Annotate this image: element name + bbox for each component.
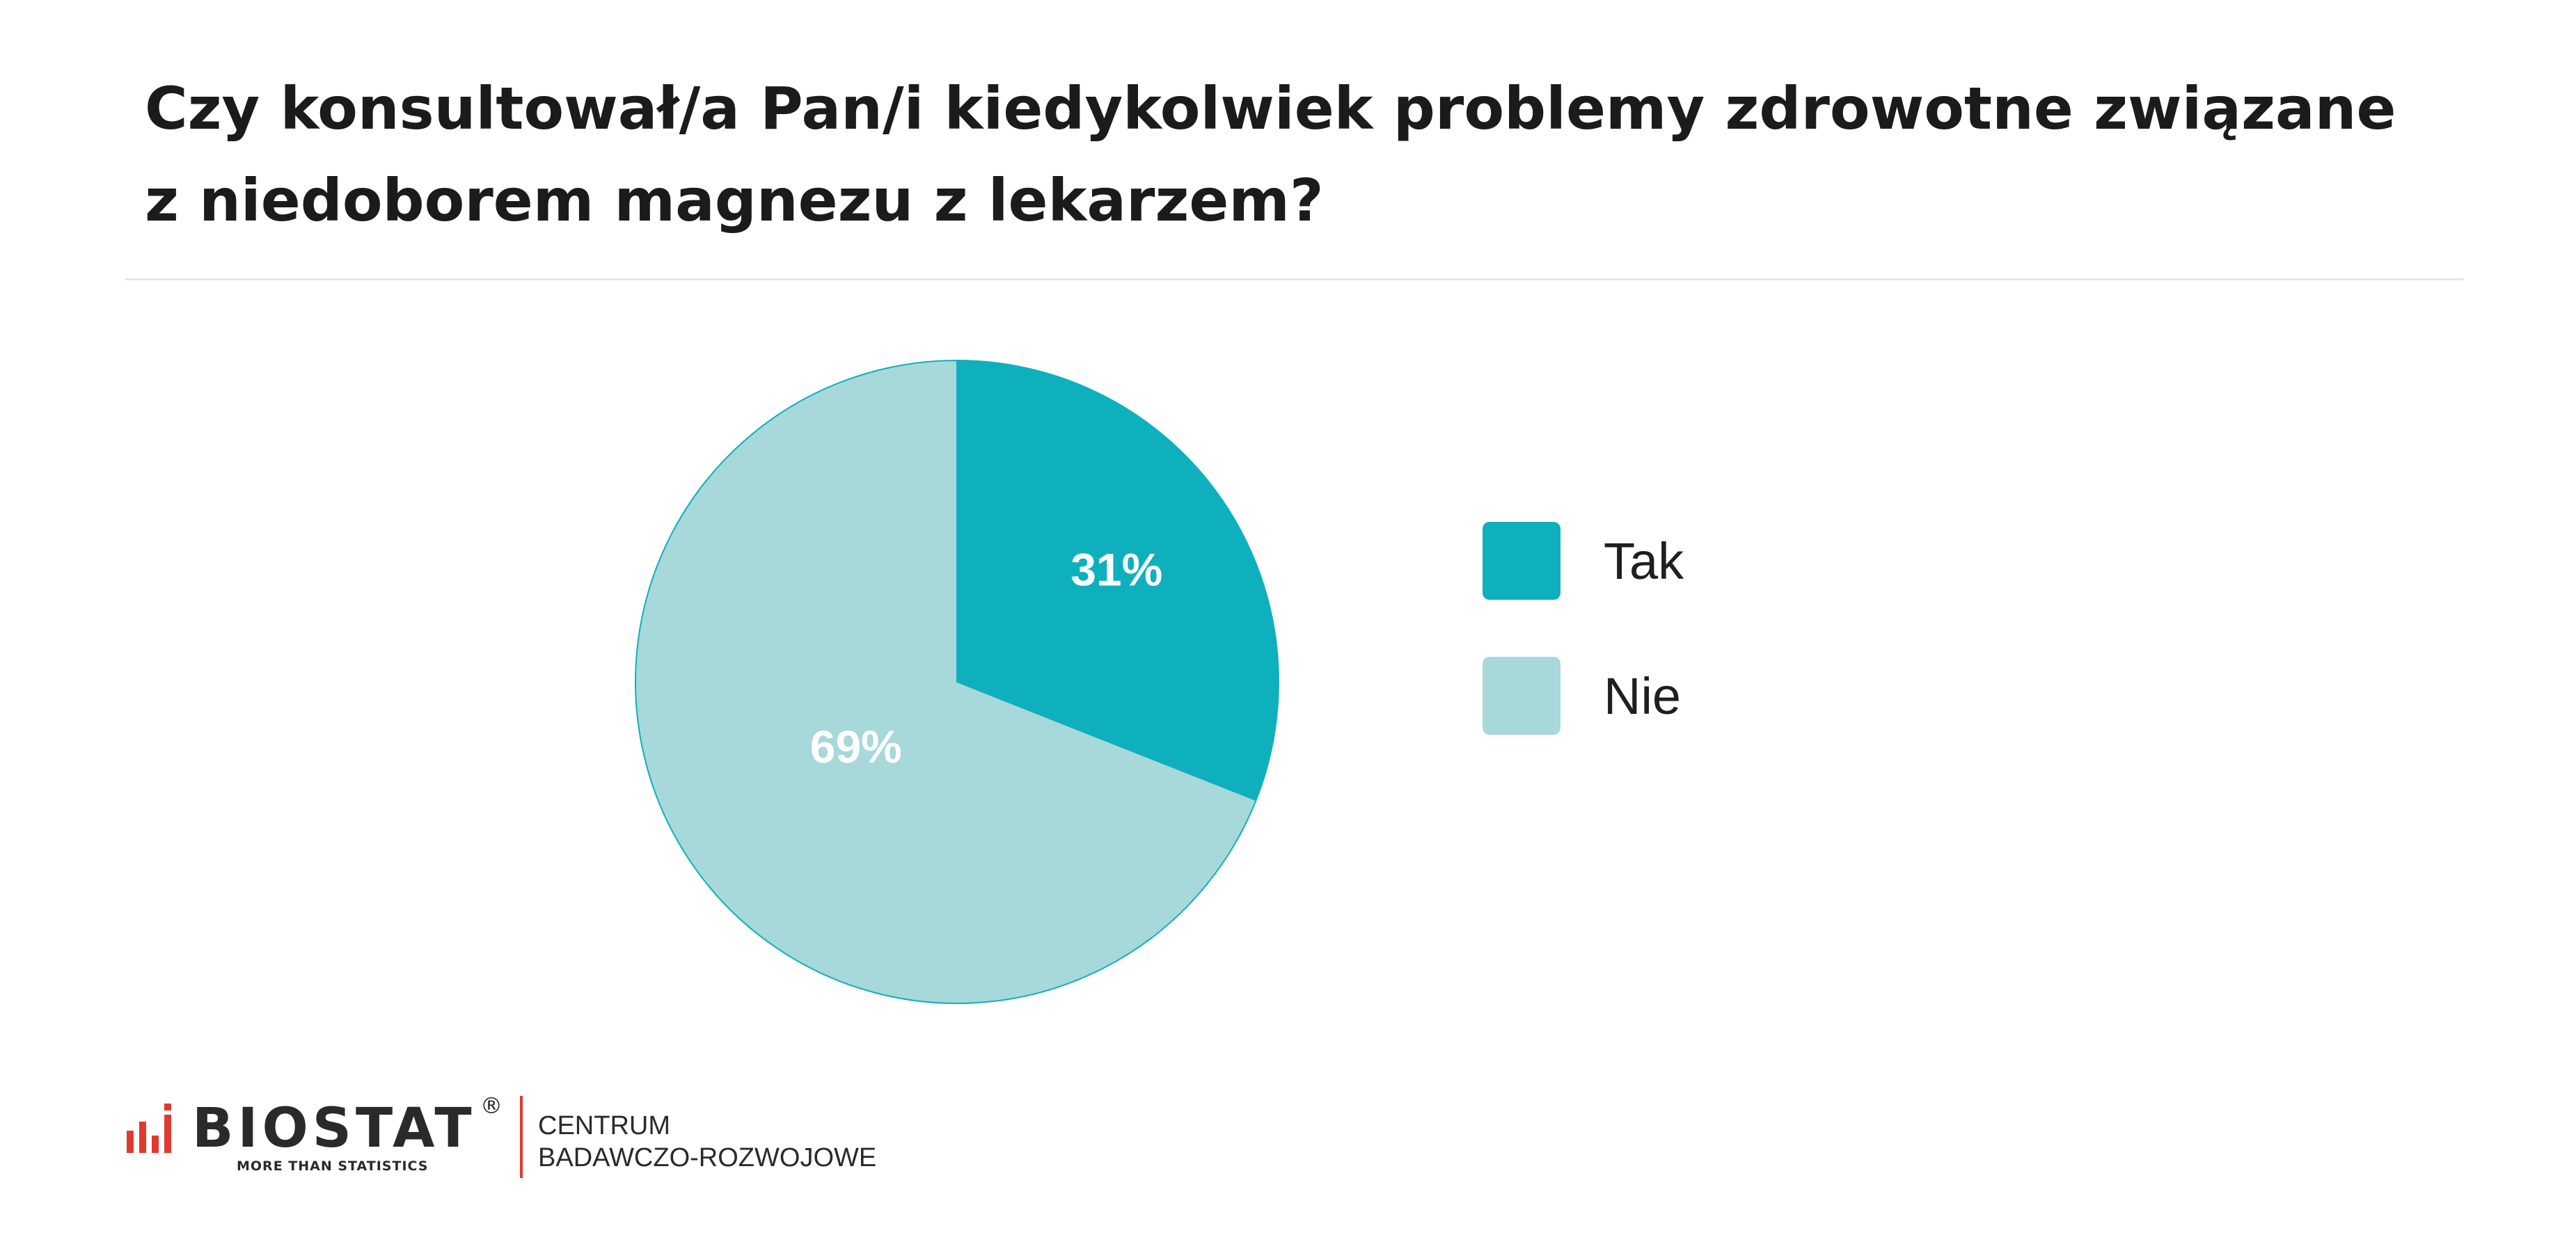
legend-swatch-nie	[1483, 657, 1560, 735]
pie-slice-nie	[635, 359, 1257, 1004]
legend-item-nie: Nie	[1483, 657, 1684, 735]
data-label-tak: 31%	[1070, 544, 1162, 596]
registered-mark: ®	[480, 1092, 503, 1119]
centre-name: CENTRUM BADAWCZO-ROZWOJOWE	[538, 1110, 876, 1174]
legend-item-tak: Tak	[1483, 522, 1684, 600]
legend: Tak Nie	[1483, 522, 1684, 792]
title-divider	[125, 278, 2464, 280]
centre-line-2: BADAWCZO-ROZWOJOWE	[538, 1143, 877, 1172]
legend-label-nie: Nie	[1604, 667, 1682, 725]
legend-label-tak: Tak	[1604, 532, 1684, 590]
title-line-1: Czy konsultował/a Pan/i kiedykolwiek pro…	[145, 74, 2396, 143]
pie-slice-tak	[956, 359, 1279, 802]
footer-divider	[520, 1096, 523, 1178]
legend-swatch-tak	[1483, 522, 1560, 600]
title-line-2: z niedoborem magnezu z lekarzem?	[145, 166, 1324, 234]
chart-title: Czy konsultował/a Pan/i kiedykolwiek pro…	[145, 63, 2396, 246]
data-label-nie: 69%	[810, 721, 902, 772]
centre-line-1: CENTRUM	[538, 1111, 670, 1140]
biostat-tagline: MORE THAN STATISTICS	[237, 1159, 429, 1174]
biostat-logo-wordmark: BIOSTAT	[192, 1097, 476, 1160]
